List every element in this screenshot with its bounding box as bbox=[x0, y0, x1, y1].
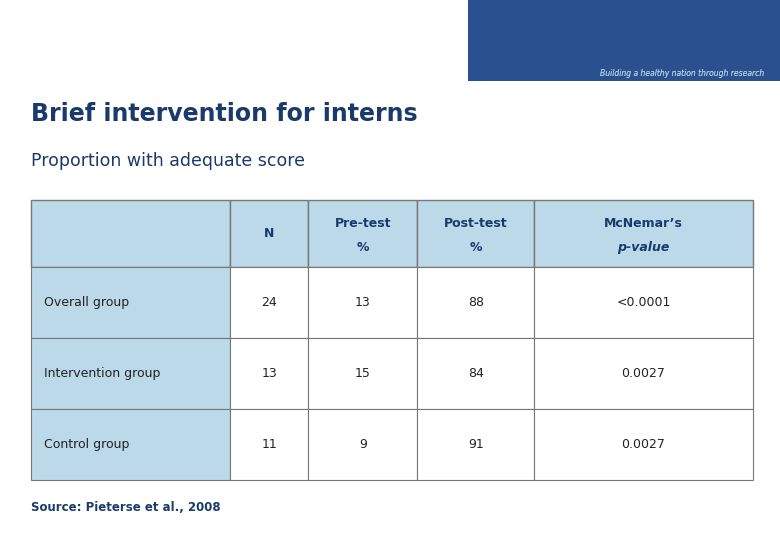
Bar bbox=[230, 200, 308, 267]
Text: 0.0027: 0.0027 bbox=[622, 367, 665, 380]
Text: 15: 15 bbox=[355, 367, 370, 380]
Bar bbox=[308, 200, 417, 267]
Text: 84: 84 bbox=[468, 367, 484, 380]
Text: Building a healthy nation through research: Building a healthy nation through resear… bbox=[600, 69, 764, 78]
Text: p-value: p-value bbox=[617, 241, 670, 254]
Bar bbox=[417, 200, 534, 267]
Text: 88: 88 bbox=[468, 296, 484, 309]
Bar bbox=[534, 200, 753, 267]
Text: %: % bbox=[356, 241, 369, 254]
Bar bbox=[534, 409, 753, 481]
Text: 0.0027: 0.0027 bbox=[622, 438, 665, 451]
Text: Intervention group: Intervention group bbox=[44, 367, 160, 380]
Bar bbox=[31, 267, 230, 338]
Bar bbox=[230, 338, 308, 409]
Text: 11: 11 bbox=[261, 438, 277, 451]
Bar bbox=[308, 267, 417, 338]
Text: Source: Pieterse et al., 2008: Source: Pieterse et al., 2008 bbox=[31, 501, 221, 514]
Text: 9: 9 bbox=[359, 438, 367, 451]
Bar bbox=[31, 409, 230, 481]
Text: Building a healthy nation through research: Building a healthy nation through resear… bbox=[600, 69, 764, 78]
Bar bbox=[417, 338, 534, 409]
Text: Post-test: Post-test bbox=[444, 217, 508, 230]
Text: Brief intervention for interns: Brief intervention for interns bbox=[31, 102, 418, 126]
Text: 24: 24 bbox=[261, 296, 277, 309]
Bar bbox=[417, 409, 534, 481]
Bar bbox=[417, 267, 534, 338]
Bar bbox=[230, 267, 308, 338]
Text: Pre-test: Pre-test bbox=[335, 217, 391, 230]
Bar bbox=[534, 338, 753, 409]
Bar bbox=[308, 338, 417, 409]
Bar bbox=[468, 0, 780, 81]
Bar bbox=[230, 409, 308, 481]
Text: 91: 91 bbox=[468, 438, 484, 451]
Bar bbox=[31, 338, 230, 409]
Bar bbox=[308, 409, 417, 481]
Text: SOUTH
AFRICAN
MEDICAL
RESEARCH
COUNCIL: SOUTH AFRICAN MEDICAL RESEARCH COUNCIL bbox=[58, 10, 87, 38]
Text: Overall group: Overall group bbox=[44, 296, 129, 309]
Text: %: % bbox=[470, 241, 482, 254]
Bar bbox=[534, 267, 753, 338]
Text: MRC: MRC bbox=[12, 15, 57, 32]
Text: Control group: Control group bbox=[44, 438, 129, 451]
Bar bbox=[31, 200, 230, 267]
Text: N: N bbox=[264, 227, 275, 240]
Text: McNemar’s: McNemar’s bbox=[604, 217, 683, 230]
Text: 13: 13 bbox=[261, 367, 277, 380]
Text: 13: 13 bbox=[355, 296, 370, 309]
Text: Proportion with adequate score: Proportion with adequate score bbox=[31, 152, 305, 170]
Text: <0.0001: <0.0001 bbox=[616, 296, 671, 309]
